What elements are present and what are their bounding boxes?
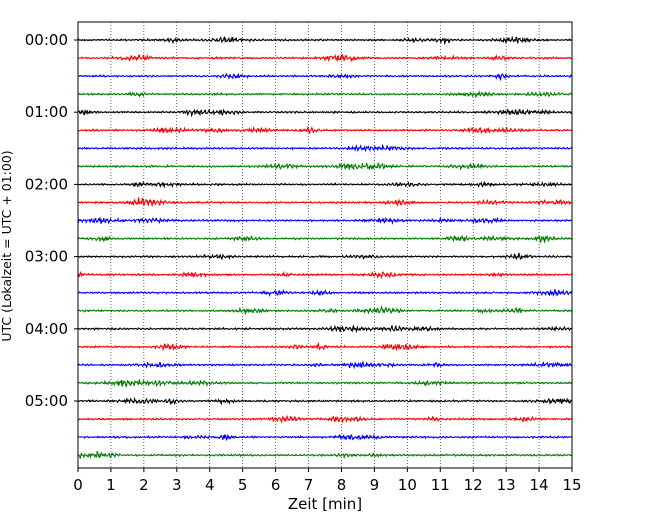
x-tick-label: 8 xyxy=(337,476,347,494)
trace-line xyxy=(77,378,573,388)
trace-line xyxy=(77,180,573,189)
x-tick-label: 2 xyxy=(139,476,149,494)
trace-line xyxy=(77,90,573,99)
trace-line xyxy=(77,53,573,63)
trace-line xyxy=(77,143,573,153)
trace-line xyxy=(77,270,573,280)
trace-line xyxy=(77,450,573,460)
trace-line xyxy=(77,288,573,298)
x-axis: 0 1 2 3 4 5 6 7 8 9 10 11 12 13 14 15 xyxy=(73,468,582,494)
trace-line xyxy=(77,414,573,424)
x-tick-label: 5 xyxy=(238,476,248,494)
x-tick-label: 10 xyxy=(398,476,417,494)
y-tick-label: 04:00 xyxy=(25,320,68,338)
y-tick-label: 00:00 xyxy=(25,31,68,49)
x-tick-label: 0 xyxy=(73,476,83,494)
x-tick-label: 13 xyxy=(497,476,516,494)
y-axis: 00:00 01:00 02:00 03:00 04:00 05:00 xyxy=(25,31,78,410)
trace-line xyxy=(77,324,573,334)
x-tick-label: 12 xyxy=(464,476,483,494)
trace-line xyxy=(77,396,573,406)
x-tick-label: 14 xyxy=(530,476,549,494)
trace-line xyxy=(77,196,573,208)
traces xyxy=(77,35,573,460)
plot-frame xyxy=(77,21,573,469)
trace-line xyxy=(77,72,573,82)
trace-line xyxy=(77,108,573,118)
trace-line xyxy=(77,216,573,225)
trace-line xyxy=(77,433,573,442)
y-tick-label: 05:00 xyxy=(25,392,68,410)
x-tick-label: 3 xyxy=(172,476,182,494)
grid-lines xyxy=(110,22,540,468)
x-tick-label: 7 xyxy=(304,476,314,494)
x-tick-label: 4 xyxy=(205,476,215,494)
y-tick-label: 01:00 xyxy=(25,103,68,121)
trace-line xyxy=(77,252,573,261)
y-tick-label: 03:00 xyxy=(25,248,68,266)
trace-line xyxy=(77,342,573,352)
trace-line xyxy=(77,125,573,135)
x-axis-label: Zeit [min] xyxy=(288,495,362,513)
x-tick-label: 11 xyxy=(431,476,450,494)
trace-line xyxy=(77,162,573,171)
y-tick-label: 02:00 xyxy=(25,175,68,193)
x-tick-label: 1 xyxy=(106,476,116,494)
trace-line xyxy=(77,35,573,46)
y-axis-label: UTC (Lokalzeit = UTC + 01:00) xyxy=(0,150,14,341)
trace-line xyxy=(77,234,573,244)
trace-line xyxy=(77,304,573,316)
x-tick-label: 9 xyxy=(370,476,380,494)
x-tick-label: 6 xyxy=(271,476,281,494)
x-tick-label: 15 xyxy=(562,476,581,494)
trace-line xyxy=(77,360,573,370)
